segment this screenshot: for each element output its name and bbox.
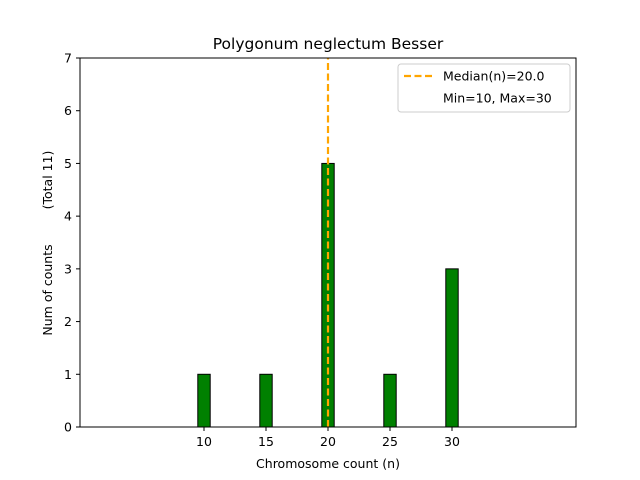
- x-tick-label-20: 20: [320, 434, 336, 449]
- y-tick-label-5: 5: [64, 156, 72, 171]
- legend: Median(n)=20.0 Min=10, Max=30: [397, 63, 571, 113]
- plot-area: 10 15 20 25 30 0 1 2 3 4 5 6 7: [64, 51, 577, 449]
- legend-median-label: Median(n)=20.0: [443, 69, 544, 84]
- bar-10: [197, 373, 211, 428]
- x-ticks: 10 15 20 25 30: [196, 427, 460, 449]
- y-axis-total-label: (Total 11): [40, 151, 55, 210]
- x-tick-label-25: 25: [382, 434, 398, 449]
- x-tick-label-15: 15: [258, 434, 274, 449]
- y-tick-label-2: 2: [64, 314, 72, 329]
- y-tick-label-7: 7: [64, 51, 72, 66]
- y-tick-label-3: 3: [64, 261, 72, 276]
- y-tick-label-4: 4: [64, 209, 72, 224]
- y-ticks: 0 1 2 3 4 5 6 7: [64, 51, 80, 435]
- y-tick-label-1: 1: [64, 367, 72, 382]
- x-tick-label-10: 10: [196, 434, 212, 449]
- bars-group: [197, 162, 459, 428]
- legend-box: [397, 63, 571, 113]
- x-axis-label: Chromosome count (n): [256, 456, 400, 471]
- y-axis-label: Num of counts: [40, 244, 55, 335]
- y-tick-label-6: 6: [64, 103, 72, 118]
- bar-25: [383, 373, 397, 428]
- y-tick-label-0: 0: [64, 420, 72, 435]
- bar-15: [259, 373, 273, 428]
- x-tick-label-30: 30: [444, 434, 460, 449]
- chart-title: Polygonum neglectum Besser: [213, 35, 444, 53]
- bar-30: [445, 268, 459, 428]
- legend-range-label: Min=10, Max=30: [443, 91, 552, 106]
